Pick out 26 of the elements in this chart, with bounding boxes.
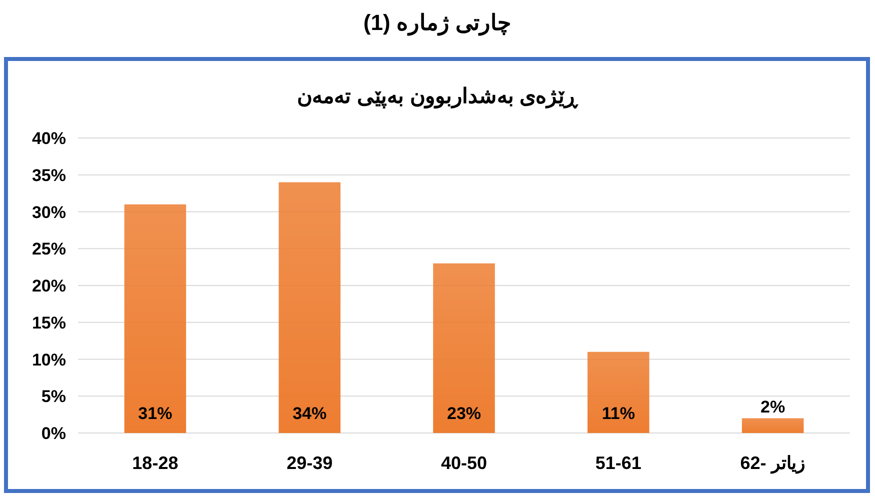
y-tick-label: 10% (32, 350, 66, 370)
y-tick-label: 15% (32, 313, 66, 332)
data-label: 31% (138, 404, 172, 423)
data-label: 34% (292, 404, 327, 423)
y-tick-label: 0% (41, 424, 66, 443)
bar (742, 418, 804, 433)
data-label: 23% (446, 404, 482, 423)
y-tick-label: 5% (41, 387, 66, 406)
bar (588, 352, 650, 433)
y-tick-label: 35% (32, 166, 66, 185)
x-tick-label: 40-50 (440, 453, 488, 473)
y-tick-label: 25% (32, 240, 66, 259)
bar (278, 182, 340, 433)
data-label: 2% (760, 397, 786, 416)
x-tick-label: 18-28 (132, 453, 178, 473)
chart-subtitle: ڕێژەی بەشداربوون بەپێی تەمەن (297, 85, 580, 109)
y-tick-label: 30% (32, 202, 66, 222)
x-tick-label: 51-61 (595, 453, 642, 473)
x-tick-label: 29-39 (286, 453, 333, 473)
chart-title: چارتی ژماره (1) (363, 10, 512, 36)
x-tick-label: 62- زیاتر (740, 453, 806, 474)
data-label: 11% (602, 404, 635, 423)
bar (124, 204, 186, 433)
y-tick-label: 20% (32, 276, 66, 296)
bar (433, 263, 495, 433)
y-tick-label: 40% (32, 129, 66, 148)
